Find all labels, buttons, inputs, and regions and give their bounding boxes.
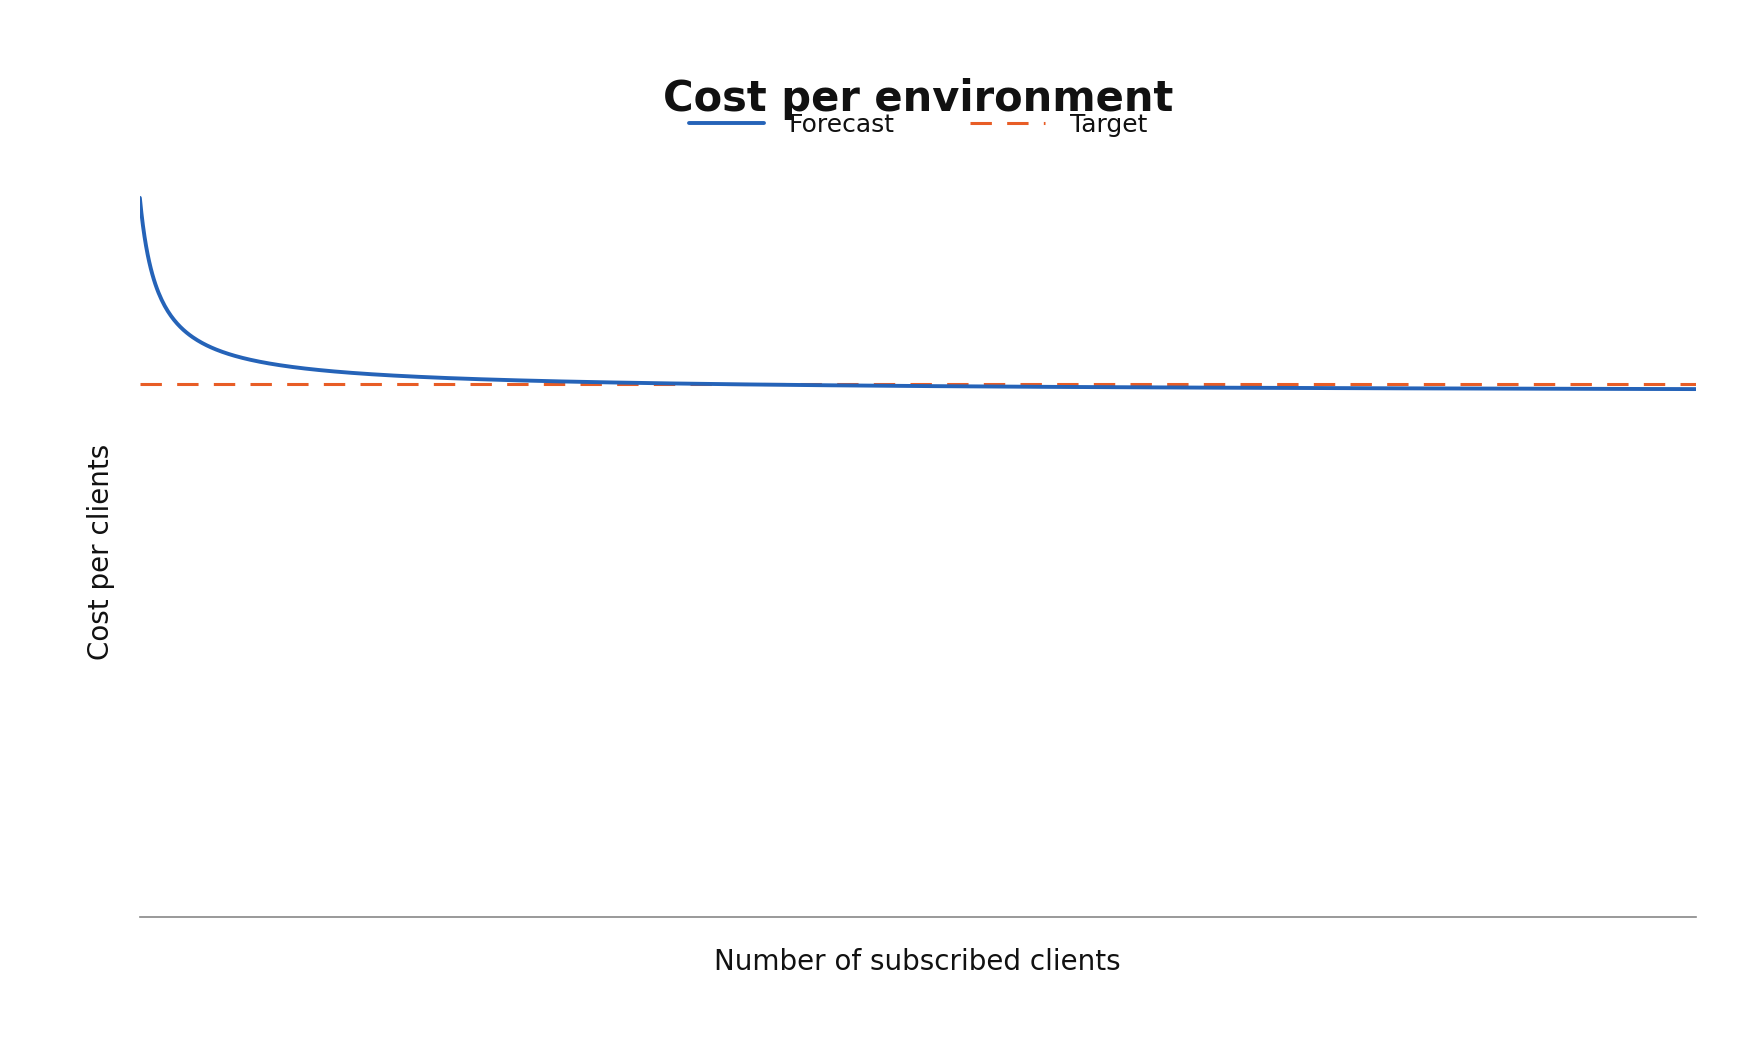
Line: Forecast: Forecast: [140, 198, 1696, 389]
Forecast: [1342, 382, 1363, 395]
Title: Cost per environment: Cost per environment: [662, 78, 1173, 120]
Forecast: [129, 192, 150, 204]
Forecast: [288, 362, 309, 374]
Forecast: [1197, 381, 1218, 394]
Target: [114, 378, 135, 391]
Legend: Forecast, Target: Forecast, Target: [689, 113, 1147, 137]
Forecast: [1685, 382, 1706, 395]
Y-axis label: Cost per clients: Cost per clients: [87, 444, 115, 661]
X-axis label: Number of subscribed clients: Number of subscribed clients: [715, 947, 1120, 975]
Forecast: [1370, 382, 1391, 395]
Forecast: [815, 379, 836, 392]
Forecast: [759, 378, 780, 391]
Target: [129, 378, 150, 391]
